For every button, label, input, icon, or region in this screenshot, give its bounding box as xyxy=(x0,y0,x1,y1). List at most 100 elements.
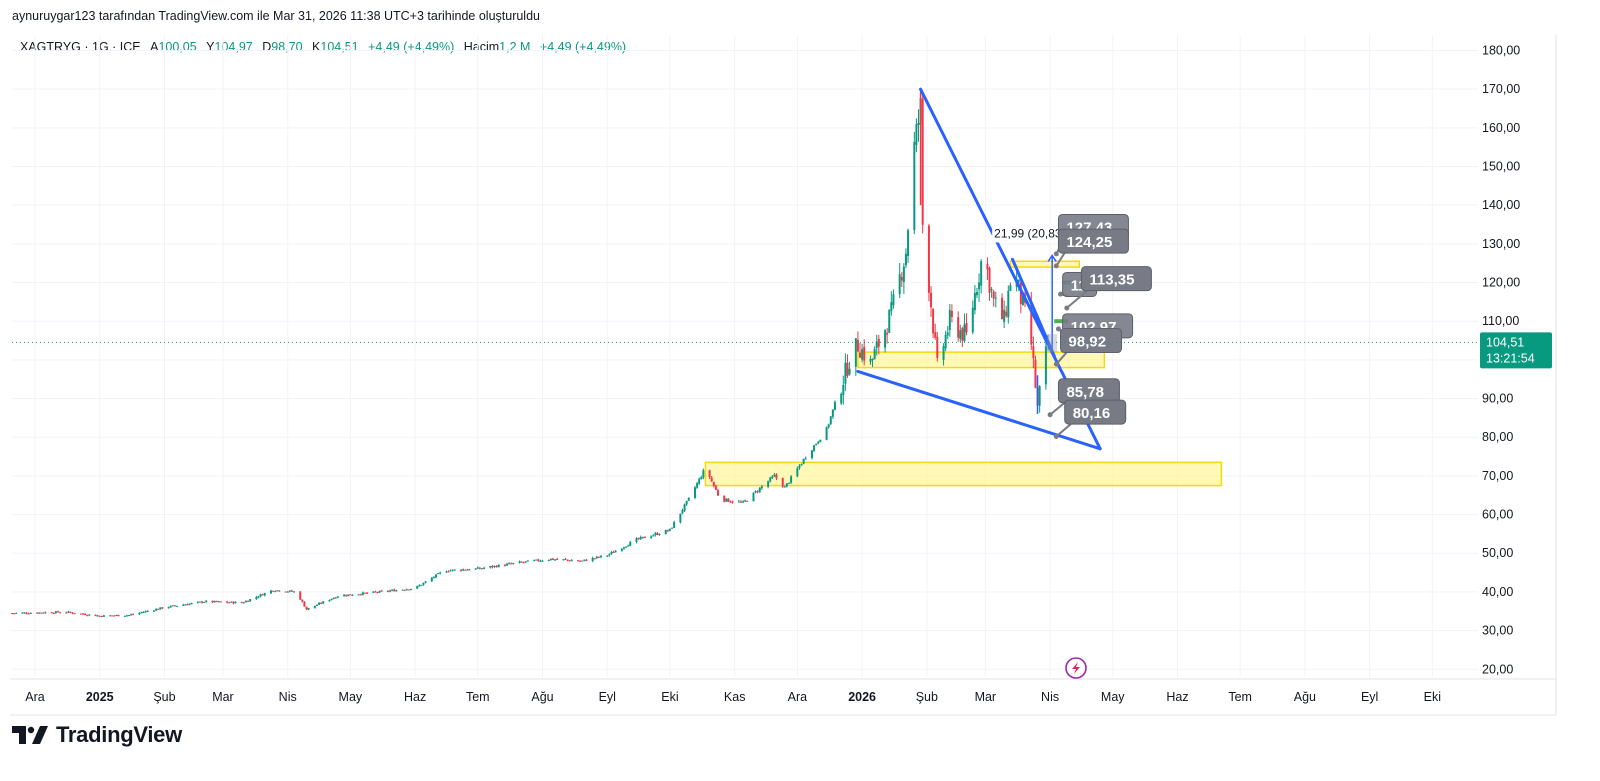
price-tick-label: 140,00 xyxy=(1482,198,1520,212)
label-leader xyxy=(1049,402,1066,416)
candle-body xyxy=(347,594,350,597)
candle-body xyxy=(714,485,717,490)
lightning-icon[interactable] xyxy=(1065,657,1087,679)
label-anchor xyxy=(1047,412,1053,418)
candle-body xyxy=(330,598,333,601)
time-tick-label: Tem xyxy=(1228,690,1252,704)
candle-body xyxy=(416,586,419,589)
candle-body xyxy=(196,601,199,603)
candle-body xyxy=(27,613,30,615)
label-leader xyxy=(1066,289,1089,309)
candle-body xyxy=(725,498,728,502)
candle-body xyxy=(629,541,632,546)
candle-body xyxy=(127,615,130,617)
candle-body xyxy=(23,612,26,614)
candle-body xyxy=(723,495,726,502)
candle-body xyxy=(980,261,983,286)
candle-body xyxy=(480,568,483,570)
candle-body xyxy=(84,614,87,616)
candle-body xyxy=(700,477,703,479)
price-tick-label: 60,00 xyxy=(1482,508,1513,522)
candle-body xyxy=(562,559,565,561)
candle-body xyxy=(272,590,275,592)
candle-body xyxy=(875,341,878,349)
candle-body xyxy=(94,614,97,617)
candle-body xyxy=(783,486,786,488)
price-tick-label: 150,00 xyxy=(1482,159,1520,173)
candle-body xyxy=(376,592,379,594)
candle-body xyxy=(171,605,174,607)
candle-body xyxy=(418,585,421,587)
candle-body xyxy=(109,615,112,617)
candle-body xyxy=(549,558,552,561)
candle-body xyxy=(781,478,784,487)
candle-body xyxy=(483,567,486,569)
candle-body xyxy=(320,603,323,605)
candle-body xyxy=(975,291,978,296)
candle-body xyxy=(650,536,653,538)
candle-body xyxy=(547,559,550,561)
candle-body xyxy=(625,546,628,548)
candle-body xyxy=(420,584,423,586)
candle-body xyxy=(746,500,749,502)
candle-body xyxy=(863,346,866,361)
candle-body xyxy=(144,611,147,613)
candle-body xyxy=(622,547,625,549)
candle-body xyxy=(130,614,133,616)
price-tick-label: 130,00 xyxy=(1482,237,1520,251)
candle-body xyxy=(833,401,836,410)
candle-body xyxy=(932,309,935,334)
candle-body xyxy=(374,591,377,593)
chart-grid xyxy=(10,35,1557,716)
time-tick-label: Nis xyxy=(279,690,297,704)
candle-body xyxy=(449,570,452,572)
candle-body xyxy=(432,577,435,579)
candle-body xyxy=(627,545,630,547)
price-tick-label: 110,00 xyxy=(1482,314,1519,328)
support-zone xyxy=(1009,260,1081,268)
candle-body xyxy=(247,600,250,602)
candle-body xyxy=(957,317,960,338)
candle-body xyxy=(798,465,801,468)
candle-body xyxy=(950,311,953,317)
candle-body xyxy=(583,559,586,561)
candle-body xyxy=(946,332,949,336)
candle-body xyxy=(366,592,369,594)
tradingview-logo[interactable]: TradingView xyxy=(12,722,182,748)
candle-body xyxy=(276,590,279,592)
measure-label: 21,99 (20,83 xyxy=(994,226,1062,240)
candle-body xyxy=(1017,279,1020,282)
candle-body xyxy=(754,491,757,493)
candle-body xyxy=(533,560,536,562)
candle-body xyxy=(403,589,406,591)
candle-body xyxy=(69,611,72,613)
price-axis[interactable]: 180,00 170,00 160,00 150,00 140,00 130,00 120,… xyxy=(1482,43,1520,676)
candle-body xyxy=(829,416,832,425)
candle-body xyxy=(1007,290,1010,318)
time-axis[interactable]: Ara 2025 Şub Mar Nis May Haz Tem Ağu Eyl Eki Kas Ara… xyxy=(25,690,1441,704)
candle-body xyxy=(537,559,540,562)
candle-body xyxy=(769,477,772,482)
candle-body xyxy=(255,596,258,599)
candle-body xyxy=(495,565,498,568)
candle-body xyxy=(978,282,981,290)
candle-body xyxy=(157,608,160,610)
candle-body xyxy=(702,470,705,478)
candle-body xyxy=(944,334,947,349)
candle-body xyxy=(654,533,657,536)
support-zone xyxy=(704,461,1223,487)
candle-body xyxy=(831,409,834,417)
candle-body xyxy=(332,597,335,600)
candle-body xyxy=(729,501,732,503)
candle-body xyxy=(846,362,849,376)
price-label-box xyxy=(1060,328,1123,354)
candle-body xyxy=(65,612,68,614)
open-label: A xyxy=(150,40,159,54)
candle-body xyxy=(790,476,793,483)
current-price-box xyxy=(1480,332,1552,369)
candle-body xyxy=(900,276,903,281)
small-mark xyxy=(1054,319,1069,324)
candle-body xyxy=(595,556,598,559)
